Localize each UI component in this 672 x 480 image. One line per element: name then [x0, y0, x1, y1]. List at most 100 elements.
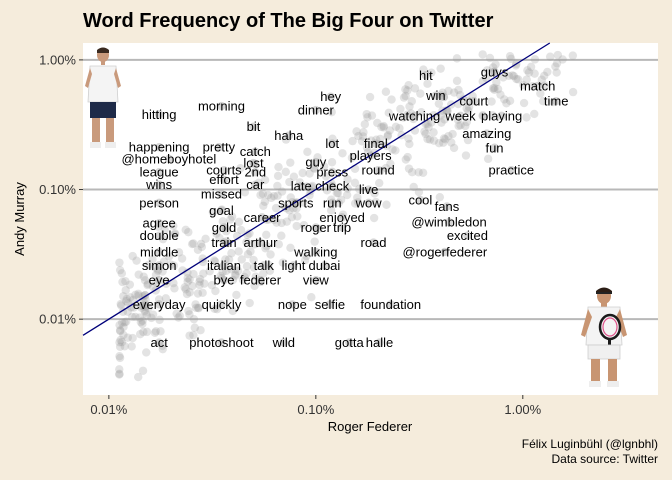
scatter-point: [185, 288, 194, 297]
word-label: train: [211, 235, 236, 250]
scatter-point: [379, 123, 388, 132]
scatter-point: [303, 147, 312, 157]
scatter-point: [309, 163, 319, 173]
word-label: italian: [207, 258, 241, 273]
scatter-point: [295, 178, 305, 187]
scatter-point: [222, 227, 231, 236]
scatter-point: [115, 258, 124, 267]
scatter-point: [115, 342, 125, 351]
scatter-point: [187, 239, 197, 249]
scatter-point: [404, 134, 413, 143]
word-point: [251, 180, 260, 189]
word-label: happening: [129, 140, 190, 155]
word-label: selfie: [315, 297, 345, 312]
scatter-point: [420, 127, 429, 136]
caption-author: Félix Luginbühl (@lgnbhl): [521, 437, 658, 451]
scatter-point: [353, 198, 363, 207]
word-point: [320, 261, 329, 270]
scatter-point: [483, 154, 493, 164]
scatter-point: [234, 247, 243, 256]
scatter-point: [524, 68, 534, 77]
scatter-point: [350, 178, 360, 188]
scatter-point: [158, 341, 167, 351]
word-point: [154, 143, 164, 152]
scatter-point: [299, 220, 309, 230]
scatter-point: [115, 365, 124, 374]
scatter-point: [190, 323, 199, 332]
scatter-point: [383, 132, 392, 141]
scatter-point: [399, 93, 409, 102]
scatter-point: [139, 272, 148, 281]
scatter-point: [121, 285, 130, 295]
scatter-point: [128, 312, 137, 322]
scatter-point: [353, 193, 362, 202]
word-point: [154, 261, 164, 270]
scatter-point: [138, 319, 147, 329]
word-label: cool: [408, 193, 432, 208]
scatter-point: [137, 301, 146, 311]
scatter-point: [254, 178, 263, 188]
scatter-point: [181, 285, 190, 294]
scatter-point: [156, 327, 165, 336]
scatter-point: [233, 266, 243, 276]
scatter-point: [139, 297, 149, 306]
scatter-point: [134, 289, 143, 299]
scatter-point: [322, 186, 332, 195]
scatter-point: [552, 59, 562, 68]
scatter-point: [518, 80, 528, 90]
word-label: act: [150, 335, 168, 350]
scatter-point: [286, 193, 295, 202]
scatter-point: [500, 95, 509, 104]
scatter-point: [421, 129, 430, 139]
scatter-point: [115, 369, 124, 379]
scatter-point: [538, 97, 548, 106]
scatter-point: [117, 269, 127, 278]
scatter-point: [551, 62, 560, 71]
word-label: federer: [240, 273, 282, 288]
scatter-point: [274, 240, 283, 249]
scatter-point: [454, 121, 463, 131]
scatter-point: [277, 218, 286, 228]
scatter-point: [373, 118, 382, 128]
word-label: lost: [243, 156, 264, 171]
word-label: run: [323, 195, 342, 210]
scatter-point: [261, 244, 270, 253]
scatter-point: [188, 281, 197, 291]
scatter-point: [250, 281, 259, 291]
scatter-point: [178, 266, 187, 275]
scatter-point: [336, 195, 346, 204]
scatter-point: [194, 303, 203, 313]
scatter-point: [158, 267, 167, 276]
scatter-point: [120, 342, 129, 351]
scatter-point: [307, 293, 316, 302]
word-label: career: [244, 210, 282, 225]
scatter-point: [395, 124, 404, 133]
word-point: [249, 158, 258, 168]
word-point: [217, 190, 226, 199]
scatter-point: [236, 225, 246, 235]
scatter-point: [258, 189, 268, 199]
scatter-point: [139, 327, 148, 337]
scatter-point: [281, 135, 291, 144]
scatter-point: [116, 335, 125, 345]
scatter-point: [256, 277, 266, 286]
scatter-point: [128, 333, 137, 343]
scatter-point: [134, 372, 143, 382]
scatter-point: [175, 311, 184, 321]
scatter-point: [148, 255, 157, 264]
word-point: [154, 247, 164, 257]
scatter-point: [528, 82, 537, 91]
word-point: [364, 198, 373, 207]
scatter-point: [155, 315, 164, 325]
scatter-point: [401, 155, 411, 164]
scatter-point: [169, 221, 178, 231]
scatter-point: [240, 272, 249, 282]
scatter-point: [568, 87, 578, 97]
scatter-point: [391, 122, 401, 131]
word-label: players: [350, 148, 392, 163]
word-label: practice: [489, 163, 535, 178]
caption: Félix Luginbühl (@lgnbhl) Data source: T…: [522, 437, 658, 467]
scatter-point: [181, 225, 190, 234]
scatter-point: [354, 184, 364, 194]
scatter-point: [289, 172, 299, 181]
